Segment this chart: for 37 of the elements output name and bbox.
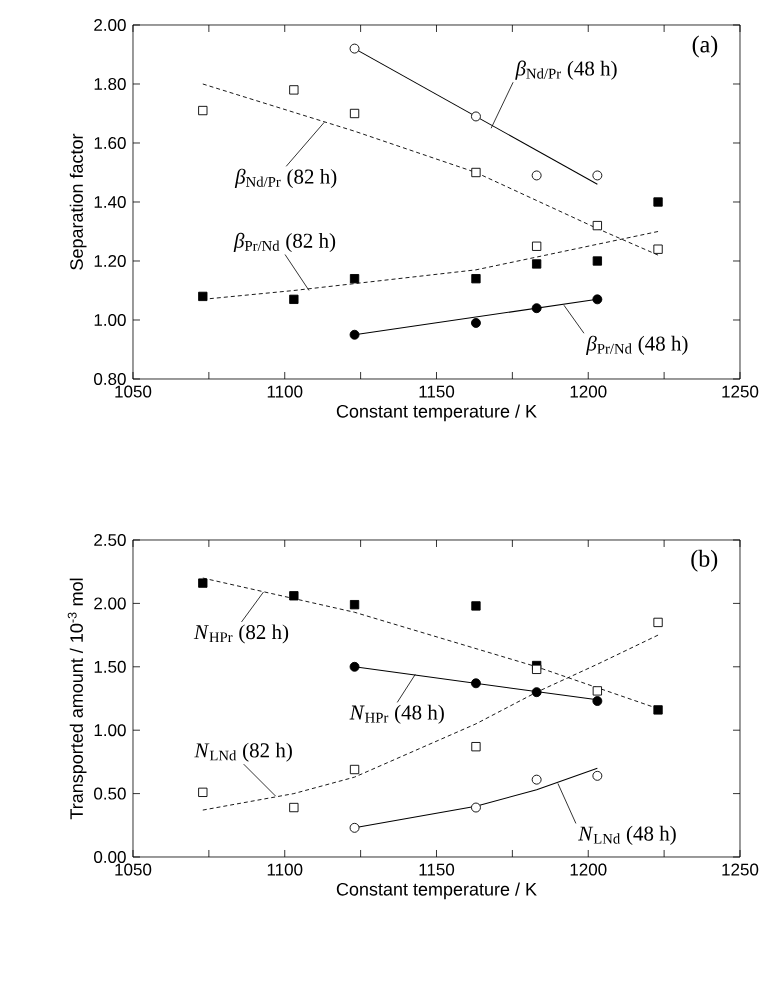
y-tick-label: 0.80 xyxy=(94,372,126,386)
x-tick-label: 1250 xyxy=(722,385,759,398)
y-axis-title: Transported amount / 10$^{-3}$ mol xyxy=(67,578,87,820)
y-tick-label: 0.00 xyxy=(94,850,126,864)
y-tick-label: 1.00 xyxy=(94,724,126,737)
annotation: (b) xyxy=(691,549,718,572)
y-tick-label: 1.60 xyxy=(94,136,126,150)
annotation: β$_{Pr/Nd}$ (82 h) xyxy=(233,232,336,253)
x-tick-label: 1250 xyxy=(722,863,759,876)
annotation: N$_{LNd}$ (82 h) xyxy=(194,742,292,762)
x-tick-label: 1100 xyxy=(267,863,303,876)
annotation: N$_{LNd}$ (48 h) xyxy=(578,825,676,845)
annotation: β$_{Nd/Pr}$ (82 h) xyxy=(234,168,337,188)
x-tick-label: 1200 xyxy=(570,385,607,398)
annotation: N$_{HPr}$ (48 h) xyxy=(349,704,444,724)
annotation: β$_{Nd/Pr}$ (48 h) xyxy=(515,60,617,80)
x-tick-label: 1150 xyxy=(419,863,455,876)
x-tick-label: 1150 xyxy=(419,385,455,398)
x-tick-label: 1100 xyxy=(267,385,303,398)
annotation: β$_{Pr/Nd}$ (48 h) xyxy=(586,335,688,355)
x-axis-title: Constant temperature / K xyxy=(336,404,537,422)
y-axis-title: Separation factor xyxy=(69,133,87,270)
y-tick-label: 1.20 xyxy=(94,254,126,268)
y-tick-label: 1.80 xyxy=(94,77,126,91)
y-tick-label: 2.00 xyxy=(94,18,126,32)
y-tick-label: 1.00 xyxy=(94,313,126,327)
y-tick-label: 1.50 xyxy=(94,660,126,673)
x-tick-label: 1050 xyxy=(115,385,152,398)
y-tick-label: 1.40 xyxy=(94,195,126,209)
x-tick-label: 1050 xyxy=(115,863,152,876)
annotation: (a) xyxy=(692,35,718,58)
y-tick-label: 2.00 xyxy=(94,597,126,610)
y-tick-label: 2.50 xyxy=(94,533,126,547)
y-tick-label: 0.50 xyxy=(94,787,126,800)
x-axis-title: Constant temperature / K xyxy=(336,882,537,900)
annotation: N$_{HPr}$ (82 h) xyxy=(193,624,289,644)
x-tick-label: 1200 xyxy=(570,863,607,876)
